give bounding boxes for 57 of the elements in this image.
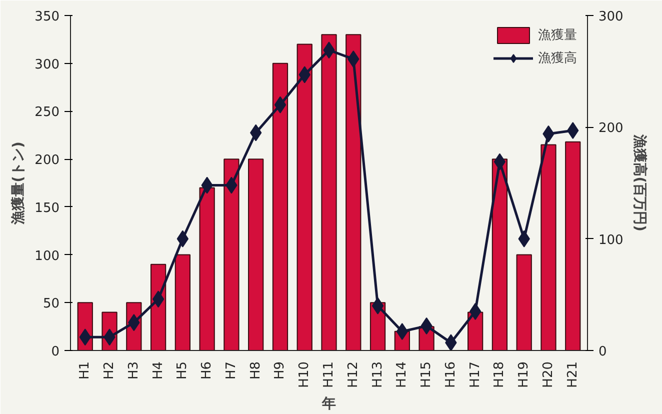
point [176,230,189,248]
bar [516,254,532,350]
y-tick-label: 300 [34,57,60,72]
y-tick-label: 0 [51,344,60,360]
bar [296,44,312,350]
x-tick-label: H5 [175,362,190,380]
x-tick-label: H9 [272,362,288,380]
x-tick-label: H18 [492,361,508,388]
y-tick-label: 100 [34,248,60,264]
x-tick-label: H10 [297,361,312,388]
point [152,290,164,308]
bar [174,254,190,350]
x-axis-title: 年 [321,396,336,412]
legend-label: 漁獲高 [538,50,577,67]
x-tick-label: H4 [150,362,166,380]
bar [199,187,215,350]
x-tick-label: H2 [102,362,118,380]
x-tick-label: H19 [516,361,532,388]
x-tick-label: H12 [346,361,361,388]
x-tick-label: H13 [370,361,386,388]
x-tick-label: H3 [126,362,142,380]
x-tick-label: H16 [443,361,458,388]
x-tick-label: H7 [224,362,239,380]
y2-tick-label: 200 [598,121,624,136]
x-tick-label: H20 [540,361,556,388]
x-tick-label: H17 [468,361,483,388]
y2-axis-title: 漁獲高(百万円) [631,134,648,232]
x-tick-label: H15 [419,361,434,388]
bar [346,34,362,350]
x-tick-label: H6 [200,362,215,380]
point [469,302,482,320]
y-tick-label: 150 [34,200,60,216]
bar [272,62,288,350]
bar [540,144,556,350]
point [445,334,457,350]
x-tick-label: H1 [78,362,93,380]
y-axis-title: 漁獲量(トン) [10,142,27,226]
y2-tick-label: 0 [598,344,607,360]
bar [248,158,264,350]
bar [492,158,508,350]
y-tick-label: 50 [42,296,60,312]
point [274,96,286,114]
y-tick-label: 200 [34,153,60,168]
x-tick-label: H14 [394,361,410,388]
y2-tick-label: 300 [598,10,624,24]
legend-label: 漁獲量 [538,27,577,44]
bar [565,141,581,350]
bar [321,34,337,350]
y-tick-label: 350 [34,10,60,24]
point [494,153,506,170]
y2-tick-label: 100 [598,232,624,248]
y-tick-label: 250 [34,105,60,120]
bar [224,158,240,350]
point [372,297,384,314]
x-tick-label: H11 [322,361,336,388]
x-tick-label: H8 [248,362,264,380]
x-tick-label: H21 [565,361,580,388]
